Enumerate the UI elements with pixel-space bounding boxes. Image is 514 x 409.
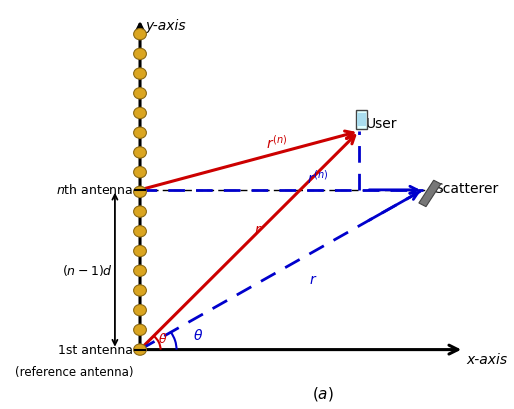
Text: $\theta$: $\theta$ <box>158 331 168 345</box>
Circle shape <box>134 344 146 355</box>
Circle shape <box>134 147 146 159</box>
Circle shape <box>134 49 146 61</box>
Text: $(n-1)d$: $(n-1)d$ <box>62 263 113 278</box>
Text: $r^{(n)}$: $r^{(n)}$ <box>307 169 328 187</box>
Text: $r^{(n)}$: $r^{(n)}$ <box>266 133 288 151</box>
Bar <box>357 114 365 127</box>
Text: User: User <box>366 117 397 131</box>
Circle shape <box>134 29 146 41</box>
Circle shape <box>134 167 146 178</box>
Text: $r$: $r$ <box>254 223 263 237</box>
Text: $n$th antenna: $n$th antenna <box>56 183 133 197</box>
Circle shape <box>134 207 146 218</box>
Circle shape <box>134 226 146 237</box>
Text: (reference antenna): (reference antenna) <box>15 366 133 378</box>
Circle shape <box>134 108 146 119</box>
Bar <box>419 181 441 207</box>
Text: $r$: $r$ <box>309 272 318 286</box>
Text: $(a)$: $(a)$ <box>311 384 334 402</box>
Circle shape <box>134 128 146 139</box>
Text: 1st antenna: 1st antenna <box>58 343 133 356</box>
Text: x-axis: x-axis <box>466 352 507 366</box>
Circle shape <box>134 285 146 297</box>
Text: $\theta$: $\theta$ <box>193 328 203 342</box>
Circle shape <box>134 305 146 316</box>
Text: Scatterer: Scatterer <box>434 181 499 196</box>
Circle shape <box>134 246 146 257</box>
Bar <box>356 110 367 130</box>
Circle shape <box>134 324 146 336</box>
Circle shape <box>134 88 146 100</box>
Circle shape <box>134 69 146 80</box>
Circle shape <box>134 265 146 277</box>
Circle shape <box>134 187 146 198</box>
Text: y-axis: y-axis <box>145 19 186 33</box>
